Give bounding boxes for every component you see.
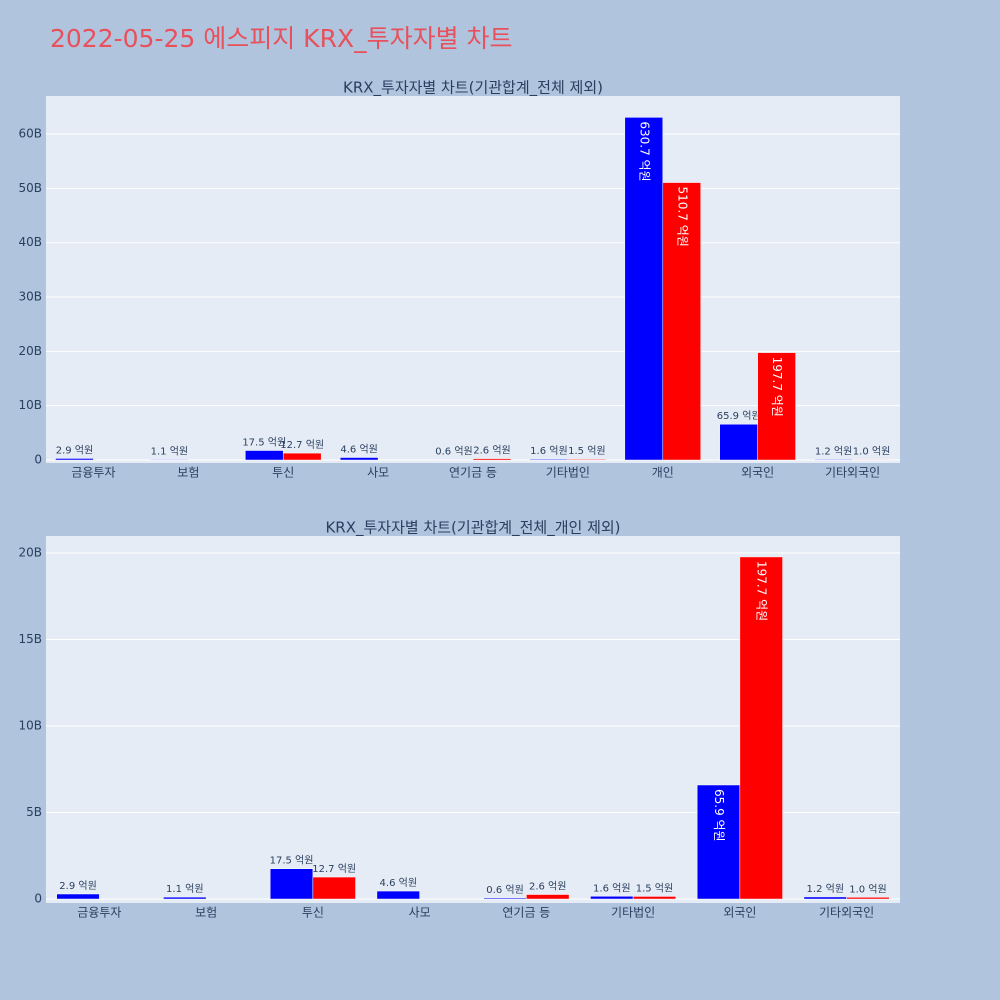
value-label: 2.6 억원: [473, 445, 510, 457]
x-tick-label: 사모: [367, 466, 389, 480]
x-tick-label: 외국인: [723, 906, 756, 920]
bar: [846, 897, 890, 900]
x-tick-label: 사모: [409, 906, 431, 920]
value-label: 1.6 억원: [530, 445, 567, 457]
x-tick-label: 연기금 등: [449, 466, 497, 480]
page-title: 2022-05-25 에스피지 KRX_투자자별 차트: [50, 24, 513, 53]
x-tick-label: 개인: [652, 466, 674, 480]
bar: [852, 459, 891, 461]
bar: [814, 459, 853, 461]
bar: [150, 459, 189, 461]
value-label: 1.5 억원: [568, 445, 605, 457]
y-tick-label: 15B: [18, 632, 42, 646]
bar: [803, 896, 847, 900]
bar: [739, 556, 783, 900]
bar: [55, 458, 94, 461]
value-label: 65.9 억원: [712, 789, 726, 842]
bar: [339, 457, 379, 461]
x-tick-label: 기타외국인: [825, 466, 880, 480]
y-tick-label: 40B: [18, 235, 42, 249]
value-label: 2.9 억원: [59, 880, 96, 892]
bar: [526, 894, 570, 900]
bar: [312, 876, 356, 900]
x-tick-label: 기타외국인: [819, 906, 874, 920]
value-label: 65.9 억원: [717, 410, 761, 422]
bar: [472, 458, 512, 461]
value-label: 4.6 억원: [340, 444, 377, 456]
value-label: 1.6 억원: [593, 882, 630, 894]
bar: [269, 868, 314, 900]
y-tick-label: 0: [34, 892, 42, 906]
x-tick-label: 투신: [272, 466, 294, 480]
value-label: 4.6 억원: [380, 877, 417, 889]
bar: [696, 784, 741, 900]
bar: [590, 896, 634, 900]
value-label: 1.5 억원: [636, 882, 673, 894]
value-label: 1.2 억원: [815, 445, 852, 457]
bar: [376, 890, 420, 900]
bar: [567, 458, 607, 461]
bar: [245, 450, 284, 461]
value-label: 2.6 억원: [529, 881, 566, 893]
value-label: 0.6 억원: [435, 446, 472, 458]
x-tick-label: 보험: [195, 906, 217, 920]
bar: [757, 352, 796, 461]
value-label: 12.7 억원: [312, 863, 356, 875]
x-tick-label: 연기금 등: [502, 906, 550, 920]
x-tick-label: 기타법인: [546, 466, 590, 480]
y-tick-label: 5B: [26, 805, 42, 819]
value-label: 1.0 억원: [853, 445, 890, 457]
value-label: 197.7 억원: [755, 561, 769, 621]
bar: [163, 896, 207, 900]
value-label: 630.7 억원: [637, 121, 651, 181]
chart-title: KRX_투자자별 차트(기관합계_전체_개인 제외): [325, 519, 620, 538]
y-tick-label: 50B: [18, 181, 42, 195]
value-label: 12.7 억원: [280, 439, 324, 451]
bar: [483, 897, 527, 900]
y-tick-label: 20B: [18, 545, 42, 559]
y-tick-label: 0: [34, 453, 42, 467]
y-tick-label: 10B: [18, 718, 42, 732]
x-tick-label: 보험: [177, 466, 199, 480]
bar: [529, 458, 569, 461]
chart-title: KRX_투자자별 차트(기관합계_전체 제외): [343, 79, 603, 98]
bar: [719, 423, 758, 461]
x-tick-label: 투신: [302, 906, 324, 920]
bar: [282, 452, 322, 461]
value-label: 1.1 억원: [166, 883, 203, 895]
x-tick-label: 금융투자: [71, 466, 115, 480]
value-label: 1.1 억원: [151, 445, 188, 457]
value-label: 197.7 억원: [770, 357, 784, 417]
bar: [624, 117, 664, 461]
bar: [662, 182, 701, 461]
y-tick-label: 60B: [18, 127, 42, 141]
y-tick-label: 10B: [18, 398, 42, 412]
x-tick-label: 외국인: [741, 466, 774, 480]
value-label: 2.9 억원: [56, 444, 93, 456]
value-label: 1.0 억원: [849, 883, 886, 895]
value-label: 17.5 억원: [270, 855, 314, 867]
value-label: 1.2 억원: [807, 883, 844, 895]
y-tick-label: 20B: [18, 344, 42, 358]
bar: [56, 893, 100, 900]
y-tick-label: 30B: [18, 290, 42, 304]
x-tick-label: 금융투자: [77, 906, 121, 920]
x-tick-label: 기타법인: [611, 906, 655, 920]
value-label: 0.6 억원: [486, 884, 523, 896]
value-label: 17.5 억원: [242, 437, 286, 449]
bar: [632, 896, 677, 900]
value-label: 510.7 억원: [675, 187, 689, 247]
